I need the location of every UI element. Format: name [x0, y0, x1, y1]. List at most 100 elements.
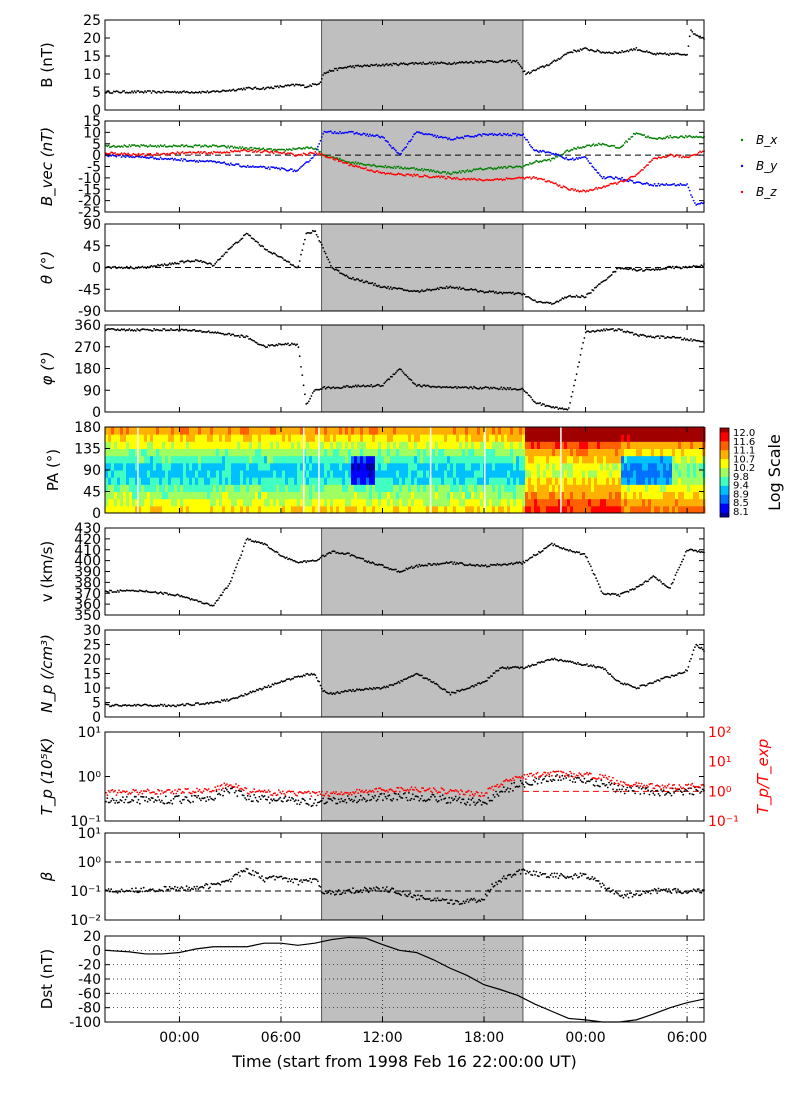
pa-cell	[282, 434, 286, 442]
pa-cell	[243, 441, 247, 449]
pa-cell	[183, 462, 187, 471]
pa-cell	[369, 427, 373, 435]
data-point	[604, 329, 607, 332]
data-point	[444, 287, 447, 290]
pa-cell	[399, 484, 403, 492]
pa-cell	[543, 455, 547, 464]
y-tick-label: -45	[78, 282, 101, 298]
pa-cell	[501, 427, 505, 435]
data-point	[266, 346, 269, 348]
data-point	[262, 86, 265, 89]
pa-cell	[450, 484, 454, 492]
data-point	[340, 160, 343, 162]
pa-cell	[540, 470, 544, 478]
data-point	[272, 166, 275, 169]
data-point	[168, 329, 171, 332]
pa-cell	[333, 427, 337, 435]
data-point	[569, 402, 571, 404]
data-point	[331, 69, 334, 72]
pa-cell	[477, 484, 481, 492]
pa-cell	[210, 491, 214, 500]
data-point	[249, 146, 252, 149]
data-point	[406, 143, 409, 145]
y-tick-label: 15	[83, 114, 101, 130]
pa-cell	[333, 491, 337, 500]
pa-cell	[120, 484, 124, 492]
pa-cell	[288, 477, 292, 485]
pa-cell	[423, 427, 427, 435]
pa-cell	[321, 455, 325, 464]
pa-cell	[201, 448, 205, 457]
data-point	[460, 61, 462, 64]
pa-cell	[165, 448, 169, 457]
data-point	[484, 61, 487, 64]
data-point	[127, 145, 129, 148]
y-tick-label: 0	[92, 261, 101, 277]
data-point	[404, 147, 406, 149]
pa-cell	[129, 441, 133, 449]
pa-cell	[156, 455, 160, 464]
pa-cell	[363, 427, 367, 435]
pa-cell	[327, 455, 331, 464]
data-point	[499, 388, 501, 390]
pa-cell	[594, 455, 598, 464]
pa-cell	[315, 462, 319, 471]
data-point	[232, 150, 235, 153]
pa-cell	[387, 441, 391, 449]
pa-cell	[474, 470, 478, 478]
data-point	[489, 133, 492, 136]
data-point	[382, 136, 384, 139]
data-point	[133, 156, 136, 159]
pa-cell	[204, 441, 208, 449]
pa-cell	[498, 470, 502, 478]
data-point	[512, 291, 514, 294]
pa-cell	[351, 498, 355, 507]
pa-cell	[354, 505, 358, 514]
pa-cell	[195, 491, 199, 500]
pa-cell	[606, 441, 610, 449]
data-point	[630, 267, 633, 269]
pa-cell	[501, 448, 505, 457]
pa-cell	[579, 491, 583, 500]
data-point	[327, 130, 330, 133]
data-point	[691, 30, 694, 33]
data-point	[439, 172, 441, 174]
data-point	[283, 148, 285, 151]
pa-cell	[411, 441, 415, 449]
data-point	[296, 266, 298, 269]
pa-cell	[537, 491, 541, 500]
data-point	[671, 154, 674, 157]
pa-cell	[585, 455, 589, 464]
pa-cell	[399, 491, 403, 500]
data-point	[580, 347, 583, 350]
pa-cell	[162, 427, 166, 435]
data-point	[436, 170, 439, 173]
pa-cell	[456, 434, 460, 442]
data-point	[552, 152, 555, 155]
pa-cell	[456, 441, 460, 449]
pa-cell	[222, 505, 226, 514]
pa-cell	[576, 427, 580, 435]
data-point	[289, 84, 292, 87]
data-point	[320, 153, 323, 155]
data-point	[505, 134, 508, 136]
pa-cell	[234, 434, 238, 442]
data-point	[352, 276, 354, 279]
data-point	[300, 366, 302, 368]
pa-cell	[258, 477, 262, 485]
data-point	[496, 167, 499, 170]
pa-cell	[423, 491, 427, 500]
data-point	[575, 294, 578, 297]
data-point	[148, 157, 150, 160]
pa-cell	[249, 498, 253, 507]
pa-cell	[279, 491, 283, 500]
data-point	[691, 196, 694, 199]
pa-cell	[414, 505, 418, 514]
pa-cell	[393, 470, 397, 478]
pa-cell	[375, 498, 379, 507]
data-point	[636, 181, 639, 184]
data-point	[346, 385, 349, 387]
pa-cell	[531, 498, 535, 507]
pa-cell	[381, 434, 385, 442]
data-point	[497, 133, 500, 136]
